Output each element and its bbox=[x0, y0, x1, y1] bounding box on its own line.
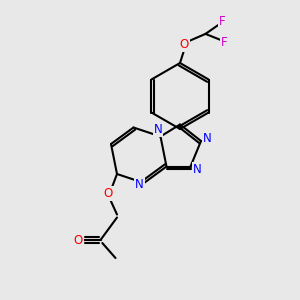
Text: N: N bbox=[154, 123, 163, 136]
Text: N: N bbox=[193, 163, 202, 176]
Text: F: F bbox=[219, 15, 225, 28]
Text: O: O bbox=[74, 233, 82, 247]
Text: N: N bbox=[135, 178, 144, 191]
Text: O: O bbox=[103, 187, 112, 200]
Text: O: O bbox=[180, 38, 189, 51]
Text: F: F bbox=[221, 36, 227, 50]
Text: N: N bbox=[203, 131, 212, 145]
